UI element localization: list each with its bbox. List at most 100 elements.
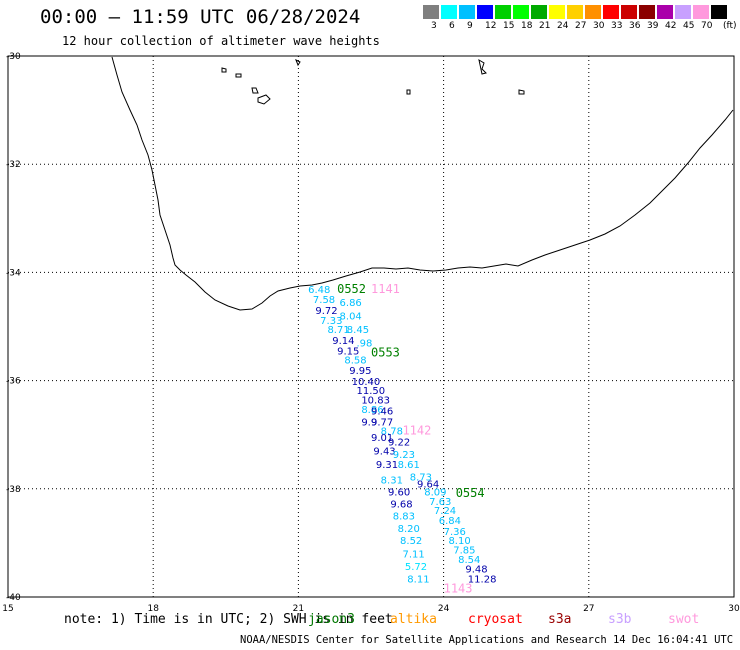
lat-tick-label: -32 bbox=[6, 160, 21, 170]
wave-height-value: 11.28 bbox=[468, 574, 497, 585]
satellite-name: s3a bbox=[548, 612, 572, 627]
wave-height-value: 8.71 bbox=[327, 325, 349, 336]
wave-height-value: 9.01 bbox=[371, 433, 393, 444]
wave-height-value: 7.33 bbox=[320, 316, 342, 327]
legend-swatch bbox=[549, 5, 565, 19]
wave-height-value: 9.60 bbox=[388, 487, 410, 498]
island-5 bbox=[478, 58, 487, 75]
wave-height-value: 7.11 bbox=[402, 550, 424, 561]
south-africa-coastline bbox=[111, 56, 734, 311]
wave-height-value: 8.61 bbox=[398, 460, 420, 471]
wave-height-value: 9.22 bbox=[388, 438, 410, 449]
pass-time-label: 1143 bbox=[444, 582, 473, 596]
legend-swatch bbox=[567, 5, 583, 19]
wave-height-value: 9.14 bbox=[332, 336, 354, 347]
island-8 bbox=[295, 58, 301, 67]
lat-tick-label: -38 bbox=[6, 485, 21, 495]
lat-tick-label: -34 bbox=[6, 268, 21, 278]
lon-tick-label: 27 bbox=[583, 604, 594, 614]
wave-height-value: 7.85 bbox=[453, 546, 475, 557]
legend-swatch bbox=[531, 5, 547, 19]
island-6 bbox=[406, 89, 411, 95]
pass-time-label: 1141 bbox=[371, 282, 400, 296]
wave-height-value: 10.40 bbox=[352, 377, 381, 388]
wave-height-value: 10.83 bbox=[361, 395, 390, 406]
wave-height-value: 8.86 bbox=[361, 405, 383, 416]
wave-height-value: 9.43 bbox=[373, 447, 395, 458]
wave-height-value: 8.04 bbox=[340, 311, 362, 322]
wave-height-value: 9.15 bbox=[337, 347, 359, 358]
units-note: note: 1) Time is in UTC; 2) SWH is in fe… bbox=[64, 612, 393, 627]
wave-height-value: 9.23 bbox=[393, 450, 415, 461]
map-title: 00:00 – 11:59 UTC 06/28/2024 bbox=[40, 6, 361, 28]
wave-height-value: 6.86 bbox=[340, 298, 362, 309]
satellite-name: swot bbox=[668, 612, 700, 627]
wave-height-value: 9.46 bbox=[371, 407, 393, 418]
satellite-name: cryosat bbox=[468, 612, 523, 627]
legend-label: 21 bbox=[539, 21, 551, 31]
map-subtitle: 12 hour collection of altimeter wave hei… bbox=[62, 34, 380, 48]
lat-tick-label: -36 bbox=[6, 377, 21, 387]
legend-swatch bbox=[459, 5, 475, 19]
wave-height-value: 8.83 bbox=[393, 512, 415, 523]
legend-label: 42 bbox=[665, 21, 677, 31]
legend-swatch bbox=[675, 5, 691, 19]
legend-swatch bbox=[585, 5, 601, 19]
island-2 bbox=[235, 73, 242, 78]
legend-label: 24 bbox=[557, 21, 569, 31]
legend-swatch bbox=[693, 5, 709, 19]
legend-swatch bbox=[441, 5, 457, 19]
legend-swatch bbox=[621, 5, 637, 19]
observations: 6.487.58 6.869.72 8.047.338.718.459.14.989… bbox=[308, 285, 496, 585]
wave-height-value: 7.63 bbox=[429, 497, 451, 508]
pass-time-label: 0553 bbox=[371, 345, 400, 359]
satellite-name: jason3 bbox=[308, 612, 355, 627]
legend-label: 9 bbox=[467, 21, 473, 31]
legend-swatch bbox=[423, 5, 439, 19]
wave-height-value: 8.09 bbox=[424, 487, 446, 498]
lon-tick-label: 21 bbox=[293, 604, 304, 614]
wave-height-value: 8.20 bbox=[398, 524, 420, 535]
legend-label: 18 bbox=[521, 21, 533, 31]
lon-tick-label: 30 bbox=[728, 604, 740, 614]
legend-swatch bbox=[495, 5, 511, 19]
island-1 bbox=[221, 67, 227, 73]
lon-tick-label: 15 bbox=[2, 604, 13, 614]
wave-height-value: 9.48 bbox=[465, 565, 487, 576]
wave-height-value: 9.77 bbox=[371, 418, 393, 429]
pass-time-label: 0552 bbox=[337, 282, 366, 296]
legend-label: 70 bbox=[701, 21, 713, 31]
legend-label: 3 bbox=[431, 21, 437, 31]
wave-height-value: .98 bbox=[356, 339, 372, 350]
wave-height-value: 7.58 bbox=[313, 295, 335, 306]
legend-swatch bbox=[711, 5, 727, 19]
legend-swatch bbox=[639, 5, 655, 19]
lon-tick-label: 18 bbox=[147, 604, 159, 614]
legend-label: 27 bbox=[575, 21, 587, 31]
wave-height-value: 9.31 bbox=[376, 460, 398, 471]
legend-swatch bbox=[603, 5, 619, 19]
legend-label: 15 bbox=[503, 21, 515, 31]
legend-unit: (ft) bbox=[723, 21, 737, 31]
island-3 bbox=[251, 87, 259, 94]
legend-swatch bbox=[477, 5, 493, 19]
map-border bbox=[7, 55, 735, 598]
wave-height-value: 6.84 bbox=[439, 516, 461, 527]
wave-height-value: 9.68 bbox=[390, 500, 412, 511]
wave-height-value: 8.52 bbox=[400, 536, 422, 547]
credit-footer: NOAA/NESDIS Center for Satellite Applica… bbox=[240, 634, 740, 646]
wave-height-value: 8.11 bbox=[407, 574, 429, 585]
wave-height-value: 9.95 bbox=[349, 366, 371, 377]
wave-height-value: 7.24 bbox=[434, 506, 456, 517]
legend-label: 30 bbox=[593, 21, 605, 31]
wave-height-value: 11.50 bbox=[356, 386, 385, 397]
legend-label: 36 bbox=[629, 21, 641, 31]
wave-height-value: 6.48 bbox=[308, 285, 330, 296]
island-7 bbox=[518, 89, 525, 95]
legend-label: 6 bbox=[449, 21, 455, 31]
legend-swatch bbox=[513, 5, 529, 19]
legend-label: 39 bbox=[647, 21, 659, 31]
wave-height-value: 8.10 bbox=[448, 536, 470, 547]
